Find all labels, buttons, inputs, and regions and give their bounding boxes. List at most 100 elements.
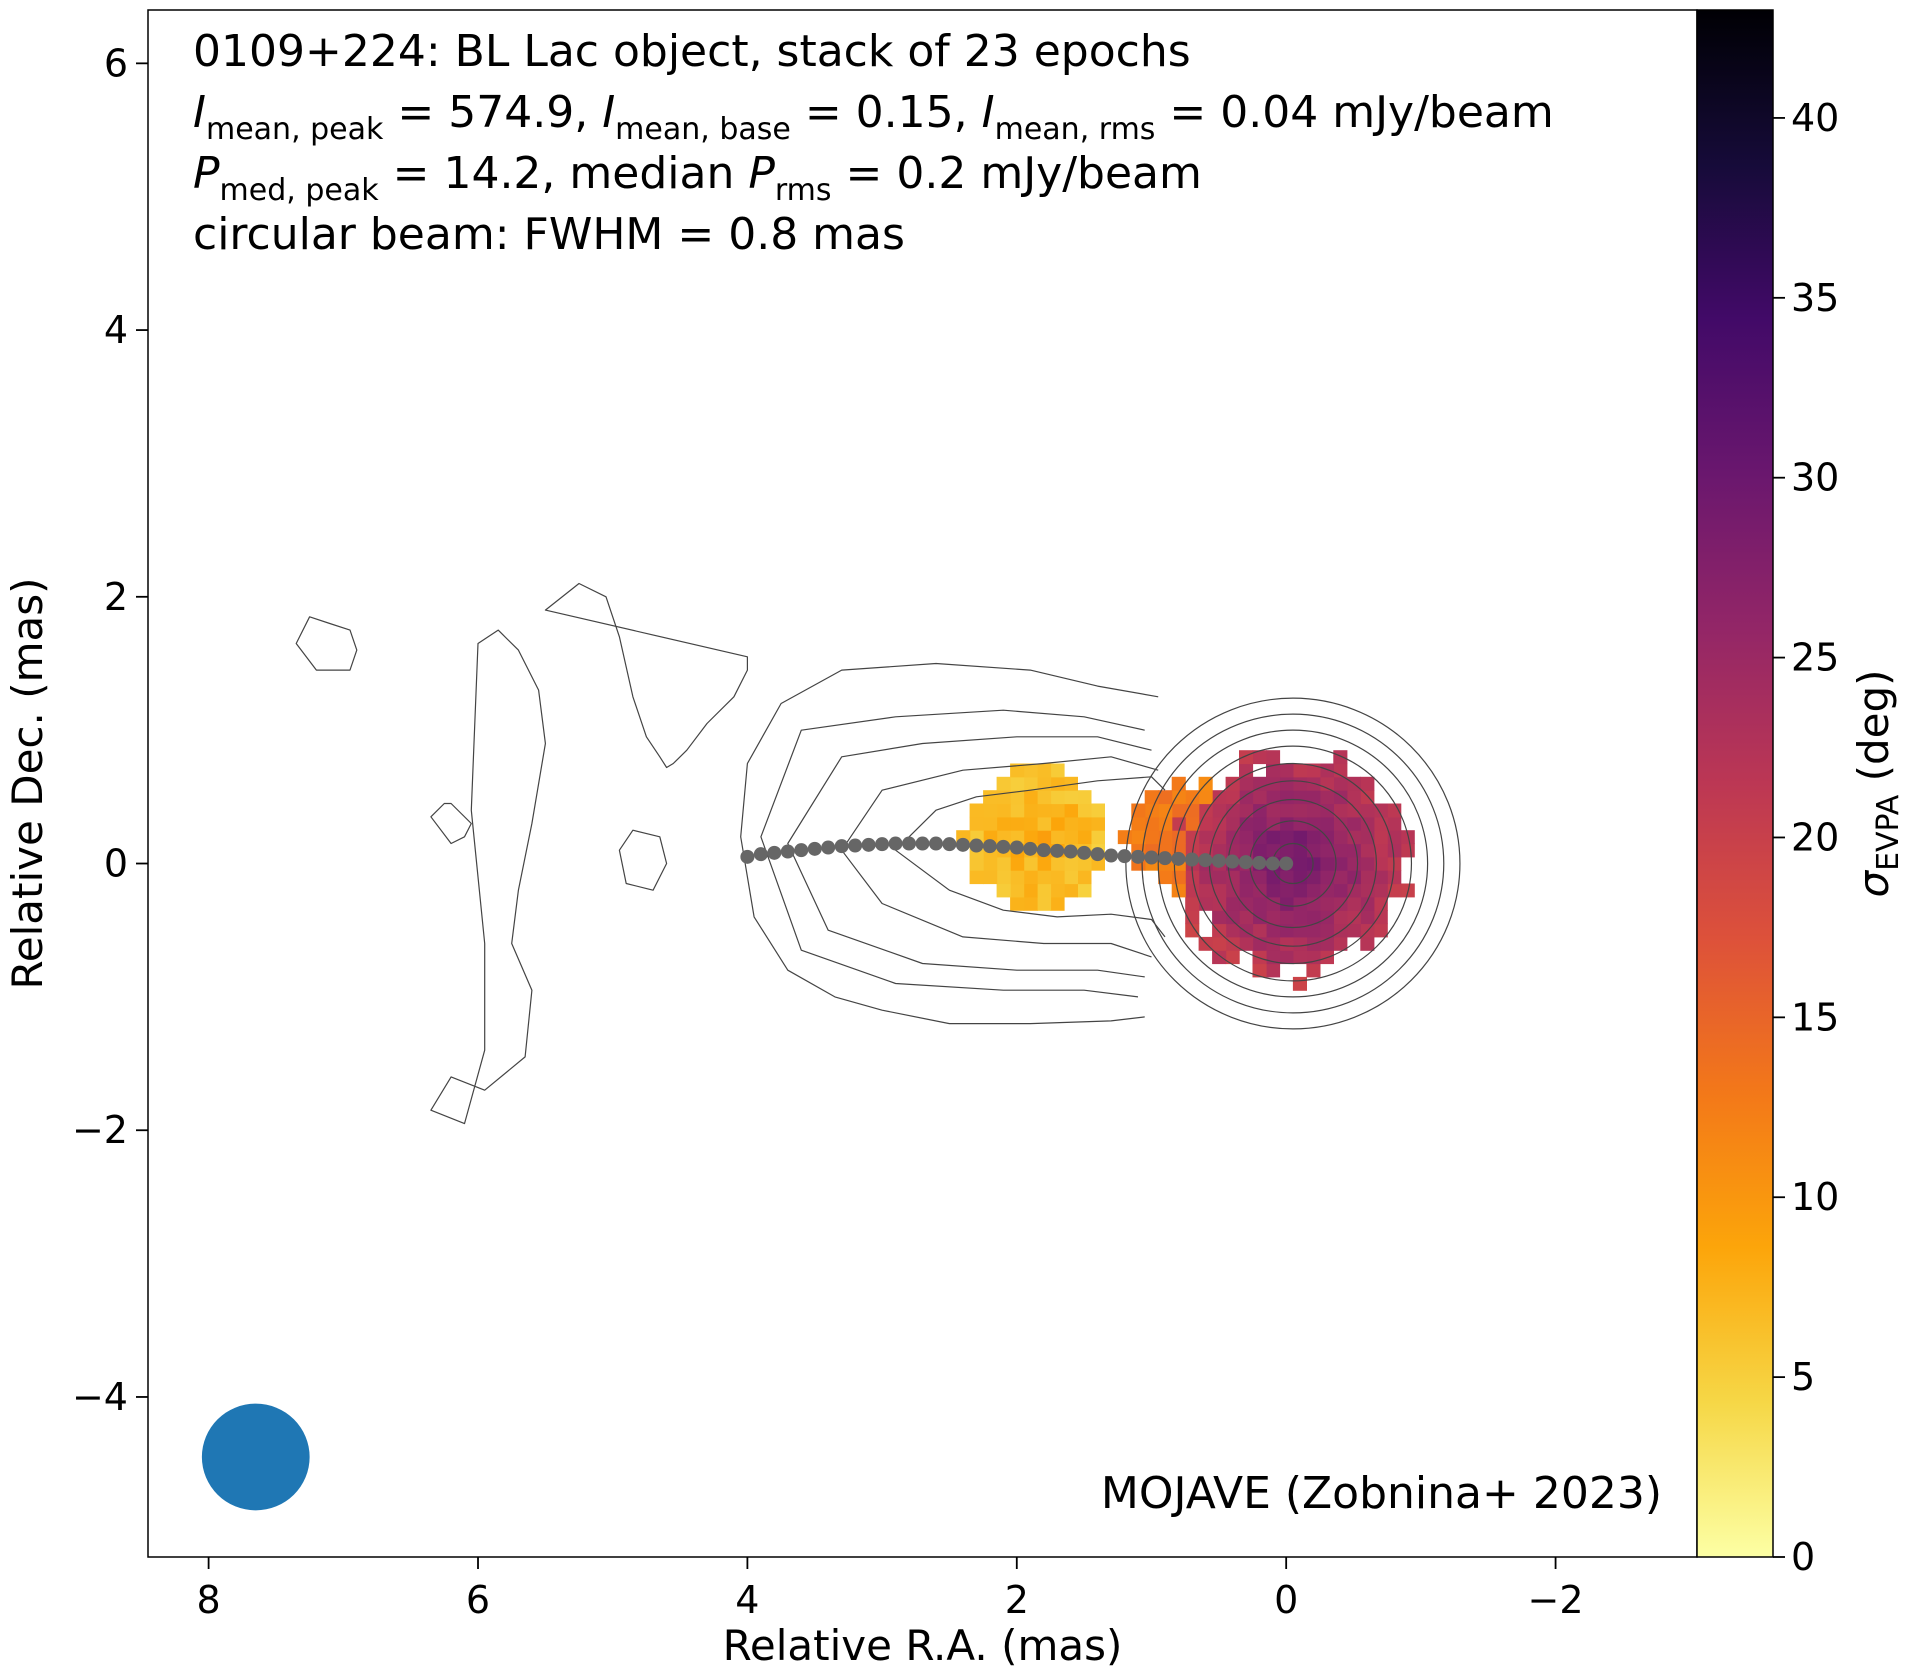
heat-cell [1023,803,1038,818]
heat-cell [1306,830,1321,845]
x-tick-label: 2 [1005,1578,1029,1622]
heat-cell [1212,923,1227,938]
heat-cell [1319,856,1334,871]
heat-cell [1077,790,1092,805]
heat-cell [1373,843,1388,858]
heat-cell [1239,750,1254,765]
heat-cell [1279,843,1294,858]
heat-cell [1333,750,1348,765]
ridge-point [807,841,822,856]
heat-cell [1279,950,1294,965]
faint-contour [295,616,358,671]
heat-cell [1198,790,1213,805]
colorbar-tick-label: 25 [1791,636,1839,680]
ridge-line [740,836,1294,871]
ridge-point [982,839,997,854]
beam-ellipse [201,1403,310,1511]
heat-cell [1037,856,1052,871]
heat-cell [1266,843,1281,858]
ridge-point [767,845,782,860]
ridge-point [834,839,849,854]
ridge-point [1063,844,1078,859]
heat-cell [1306,843,1321,858]
faint-contour [430,629,547,1125]
y-tick-label: 0 [104,842,128,886]
heat-cell [1037,763,1052,778]
heat-cell [1171,830,1186,845]
heat-cell [1212,870,1227,885]
heat-cell [996,883,1011,898]
faint-contour [430,802,472,845]
heat-cell [1023,870,1038,885]
x-tick-label: 8 [197,1578,221,1622]
heat-cell [1010,856,1025,871]
sigma-evpa-map [956,750,1415,991]
heat-cell [983,803,998,818]
colorbar-tick-label: 0 [1791,1535,1815,1579]
heat-cell [1023,896,1038,911]
heat-cell [1037,896,1052,911]
heat-cell [1063,776,1078,791]
ridge-point [794,843,809,858]
ridge-point [1009,840,1024,855]
heat-cell [1279,923,1294,938]
heat-cell [1292,856,1307,871]
heat-cell [1212,910,1227,925]
heat-cell [1225,896,1240,911]
title-line: Imean, peak = 574.9, Imean, base = 0.15,… [193,87,1554,147]
heat-cell [1266,790,1281,805]
heat-cell [1360,816,1375,831]
heat-cell [1185,790,1200,805]
y-tick-label: 2 [104,575,128,619]
heat-cell [1185,923,1200,938]
heat-cell [969,870,984,885]
heat-cell [1239,763,1254,778]
heat-cell [1360,803,1375,818]
heat-cell [1063,816,1078,831]
heat-cell [1023,856,1038,871]
heat-cell [1225,816,1240,831]
ridge-point [1171,851,1186,866]
heat-cell [1292,950,1307,965]
title-line: 0109+224: BL Lac object, stack of 23 epo… [193,26,1191,77]
heat-cell [1252,750,1267,765]
heat-cell [1373,803,1388,818]
ridge-point [1157,851,1172,866]
heat-cell [1292,896,1307,911]
core-contour [1141,713,1445,1014]
ridge-point [942,837,957,852]
heat-cell [1292,976,1307,991]
heat-cell [1225,923,1240,938]
ridge-point [875,837,890,852]
heat-cell [1131,816,1146,831]
heat-cell [1387,816,1402,831]
ridge-point [969,838,984,853]
ridge-point [1279,856,1294,871]
outer-contour [740,662,1159,1025]
colorbar-tick-label: 30 [1791,456,1839,500]
heat-cell [1266,910,1281,925]
heat-cell [1346,856,1361,871]
ridge-point [928,836,943,851]
heat-cell [1306,883,1321,898]
heat-cell [1292,803,1307,818]
heat-cell [1090,803,1105,818]
ridge-point [1265,856,1280,871]
heat-cell [1333,816,1348,831]
heat-cell [1212,790,1227,805]
heat-cell [1077,870,1092,885]
colorbar-tick-label: 5 [1791,1355,1815,1399]
heat-cell [1158,790,1173,805]
heat-cell [983,856,998,871]
heat-cell [1306,896,1321,911]
heat-cell [1023,776,1038,791]
heat-cell [969,856,984,871]
heat-cell [1279,910,1294,925]
heat-cell [1292,883,1307,898]
heat-cell [1063,883,1078,898]
heat-cell [1212,896,1227,911]
ridge-point [1184,852,1199,867]
heat-cell [1239,816,1254,831]
heat-cell [1292,776,1307,791]
heat-cell [1319,896,1334,911]
